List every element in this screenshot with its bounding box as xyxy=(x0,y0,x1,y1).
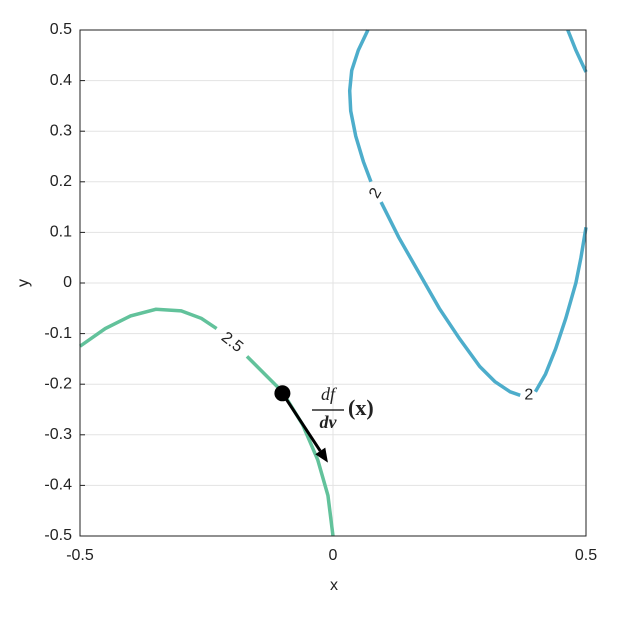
y-tick-label: -0.3 xyxy=(44,426,72,443)
y-tick-label: -0.5 xyxy=(44,527,72,544)
y-tick-label: 0.2 xyxy=(50,173,72,190)
x-tick-label: -0.5 xyxy=(66,547,94,564)
arrow-head xyxy=(315,447,328,463)
annotation-numerator: df xyxy=(321,384,338,404)
y-axis-label: y xyxy=(15,279,32,287)
point xyxy=(274,385,291,402)
plot-border xyxy=(79,29,587,537)
y-tick-label: -0.2 xyxy=(44,375,72,392)
y-tick-label: 0 xyxy=(63,274,72,291)
x-tick-label: 0.5 xyxy=(575,547,597,564)
annotation-denominator: dv xyxy=(320,412,338,432)
contour-line xyxy=(566,29,588,73)
y-tick-label: 0.4 xyxy=(50,72,72,89)
y-tick-label: -0.1 xyxy=(44,325,72,342)
contour-line xyxy=(347,29,588,397)
y-tick-label: 0.5 xyxy=(50,21,72,38)
annotation-argument: (x) xyxy=(348,395,374,420)
x-tick-label: 0 xyxy=(329,547,338,564)
x-axis-label: x xyxy=(330,577,338,594)
y-tick-label: 0.3 xyxy=(50,122,72,139)
arrow-shaft xyxy=(281,392,322,452)
y-tick-label: 0.1 xyxy=(50,224,72,241)
contour-label: 2 xyxy=(524,387,533,404)
y-tick-label: -0.4 xyxy=(44,477,72,494)
